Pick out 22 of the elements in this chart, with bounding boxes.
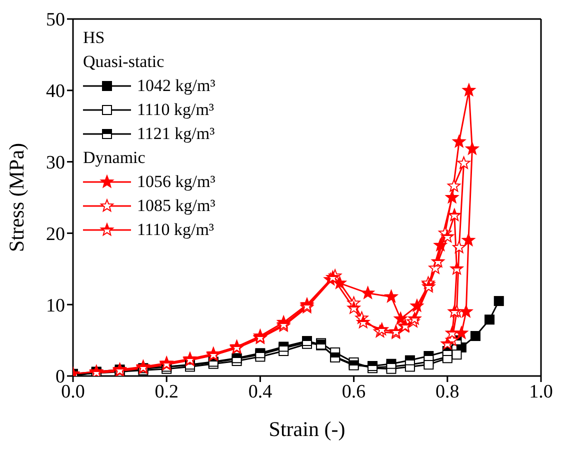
x-tick-label: 0.0 <box>61 381 85 402</box>
x-tick-label: 0.2 <box>154 381 178 402</box>
legend-label: 1042 kg/m³ <box>137 75 216 97</box>
annotation: Quasi-static <box>83 51 166 73</box>
y-axis-title: Stress (MPa) <box>4 142 28 252</box>
legend-label: 1085 kg/m³ <box>137 195 216 217</box>
annotation: Dynamic <box>83 147 146 169</box>
x-axis-title: Strain (-) <box>268 417 346 441</box>
x-tick-label: 1.0 <box>529 381 553 402</box>
legend-label: 1110 kg/m³ <box>137 99 214 121</box>
legend-label: 1110 kg/m³ <box>137 219 214 241</box>
x-tick-label: 0.8 <box>436 381 460 402</box>
y-tick-label: 10 <box>46 295 65 316</box>
legend-title: HS <box>83 27 106 49</box>
y-tick-label: 40 <box>46 81 65 102</box>
legend-label: 1121 kg/m³ <box>137 123 215 145</box>
legend-label: 1056 kg/m³ <box>137 171 216 193</box>
x-tick-label: 0.4 <box>248 381 273 402</box>
y-tick-label: 50 <box>46 10 65 31</box>
y-tick-label: 30 <box>46 152 65 174</box>
x-tick-label: 0.6 <box>342 381 366 402</box>
y-tick-label: 20 <box>46 224 65 245</box>
